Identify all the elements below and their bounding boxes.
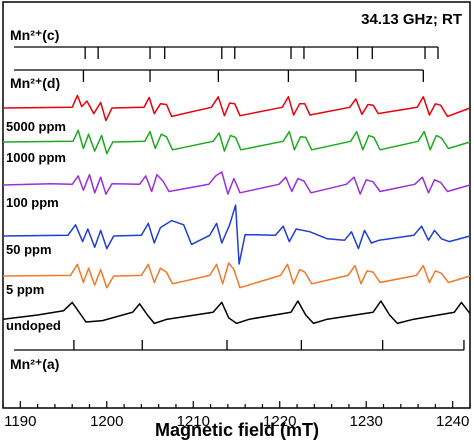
trace-label-undoped: undoped: [6, 318, 61, 333]
spectrum-traces: [2, 94, 471, 325]
stick-a-label: Mn²⁺(a): [10, 356, 59, 372]
trace-1000-ppm: [2, 129, 471, 155]
x-tick-label: 1200: [90, 413, 123, 430]
x-tick-label: 1210: [177, 413, 210, 430]
x-tick-label: 1220: [263, 413, 296, 430]
x-axis-title: Magnetic field (mT): [155, 420, 319, 440]
trace-50-ppm: [2, 204, 471, 265]
stick-set-c: [14, 46, 439, 59]
x-tick-label: 1230: [350, 413, 383, 430]
trace-undoped: [2, 300, 471, 325]
x-tick-label: 1190: [4, 413, 36, 430]
plot-frame: [2, 1, 471, 409]
trace-5000-ppm: [2, 94, 471, 122]
stick-d-label: Mn²⁺(d): [10, 75, 60, 91]
trace-100-ppm: [2, 171, 471, 195]
trace-5-ppm: [2, 262, 471, 289]
trace-label-5000ppm: 5000 ppm: [6, 119, 66, 134]
trace-label-50ppm: 50 ppm: [6, 242, 52, 257]
x-tick-label: 1240: [436, 413, 469, 430]
condition-label: 34.13 GHz; RT: [361, 11, 462, 28]
stick-c-label: Mn²⁺(c): [10, 27, 59, 43]
stick-set-d: [14, 69, 424, 82]
trace-label-100ppm: 100 ppm: [6, 195, 59, 210]
trace-label-5ppm: 5 ppm: [6, 282, 44, 297]
x-axis: 1190 1200 1210 1220 1230 1240: [2, 401, 471, 430]
stick-set-a: [14, 340, 465, 351]
trace-label-1000ppm: 1000 ppm: [6, 150, 66, 165]
